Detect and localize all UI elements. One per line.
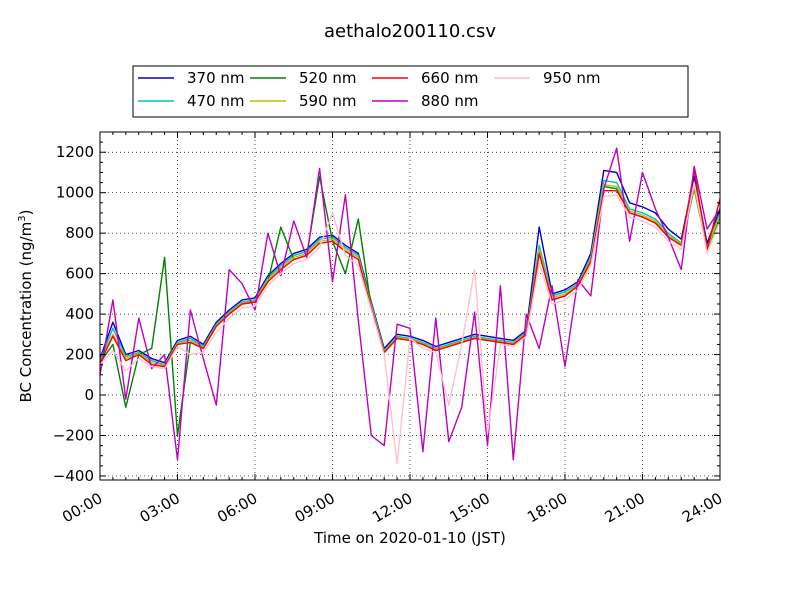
y-axis-label-end: ) [17, 210, 35, 216]
series-line-950-nm [99, 181, 721, 465]
legend-label: 470 nm [187, 92, 245, 110]
legend-label: 590 nm [299, 92, 357, 110]
series-line-880-nm [99, 147, 721, 461]
x-tick-label: 24:00 [679, 489, 725, 526]
y-tick-label: 600 [65, 265, 94, 283]
y-tick-label: 800 [65, 224, 94, 242]
x-tick-label: 00:00 [59, 489, 105, 526]
series-line-370-nm [99, 169, 721, 364]
x-tick-label: 03:00 [137, 489, 183, 526]
legend-box [132, 65, 689, 118]
y-tick-label: −200 [53, 426, 94, 444]
y-axis-label: BC Concentration (ng/m3) [17, 210, 35, 403]
x-tick-label: 12:00 [369, 489, 415, 526]
y-tick-label: −400 [53, 467, 94, 485]
grid [100, 132, 720, 480]
legend-label: 950 nm [543, 69, 601, 87]
legend-label: 370 nm [187, 69, 245, 87]
x-tick-label: 18:00 [524, 489, 570, 526]
chart-title: aethalo200110.csv [324, 21, 496, 42]
ticks [99, 132, 721, 480]
x-tick-label: 21:00 [602, 489, 648, 526]
y-tick-label: 0 [84, 386, 94, 404]
series-group [99, 147, 721, 465]
x-tick-labels: 00:00 03:00 06:00 09:00 12:00 15:00 18:00 21:00… [59, 489, 725, 526]
x-tick-label: 06:00 [214, 489, 260, 526]
x-tick-label: 09:00 [292, 489, 338, 526]
legend-label: 520 nm [299, 69, 357, 87]
y-tick-label: 1200 [56, 143, 94, 161]
y-tick-labels: −400 −200 0 200 400 600 800 1000 1200 [53, 143, 94, 485]
legend: 370 nm 470 nm 520 nm 590 nm 660 nm 880 nm 950 … [132, 65, 689, 118]
y-axis-label-sup: 3 [17, 215, 28, 221]
legend-label: 660 nm [421, 69, 479, 87]
y-tick-label: 200 [65, 346, 94, 364]
x-axis-label: Time on 2020-01-10 (JST) [313, 529, 506, 547]
legend-label: 880 nm [421, 92, 479, 110]
x-tick-label: 15:00 [447, 489, 493, 526]
y-axis-label-main: BC Concentration (ng/m [17, 222, 35, 403]
y-tick-label: 400 [65, 305, 94, 323]
y-tick-label: 1000 [56, 184, 94, 202]
